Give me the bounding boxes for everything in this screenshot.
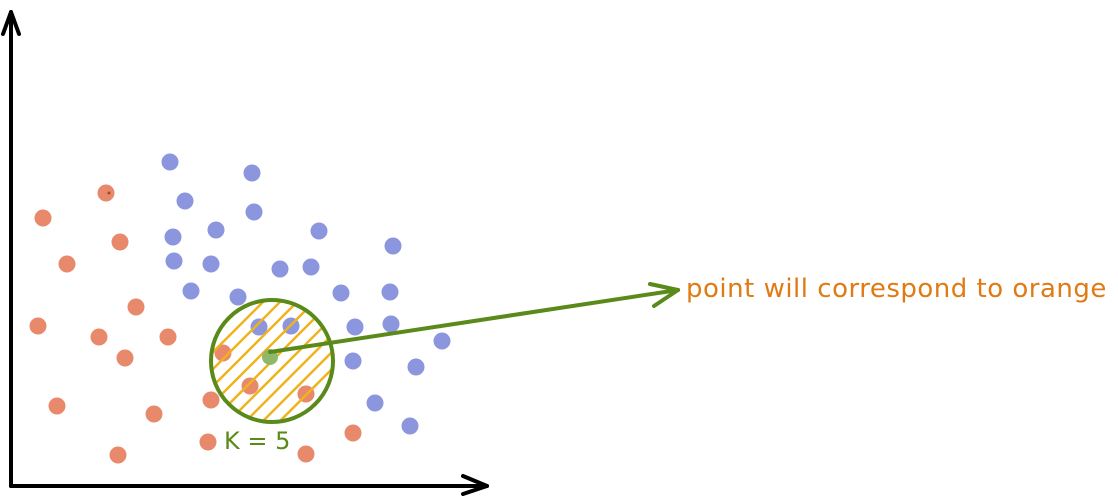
- blue-point: [401, 417, 419, 435]
- k-label: K = 5: [224, 427, 290, 455]
- blue-point: [250, 318, 268, 336]
- orange-point: [48, 397, 66, 415]
- orange-point: [58, 255, 76, 273]
- orange-point: [116, 349, 134, 367]
- orange-point: [90, 328, 108, 346]
- blue-point: [164, 228, 182, 246]
- blue-point: [202, 255, 220, 273]
- blue-point: [207, 221, 225, 239]
- orange-point: [199, 433, 217, 451]
- data-points: [29, 153, 451, 464]
- blue-point: [433, 332, 451, 350]
- blue-point: [381, 283, 399, 301]
- blue-point: [161, 153, 179, 171]
- blue-point: [302, 258, 320, 276]
- arrow-shaft: [268, 288, 680, 354]
- orange-point: [111, 233, 129, 251]
- arrow-head: [648, 282, 680, 308]
- orange-point: [241, 377, 259, 395]
- orange-point: [202, 391, 220, 409]
- orange-point: [297, 445, 315, 463]
- blue-point: [245, 203, 263, 221]
- blue-point: [165, 252, 183, 270]
- annotation-label: point will correspond to orange: [686, 274, 1107, 304]
- hatch-line: [282, 300, 333, 422]
- orange-point: [97, 184, 115, 202]
- blue-point: [344, 352, 362, 370]
- blue-point: [407, 358, 425, 376]
- blue-point: [229, 288, 247, 306]
- orange-point: [109, 446, 127, 464]
- orange-point: [159, 328, 177, 346]
- hatch-line: [211, 300, 245, 422]
- blue-point: [384, 237, 402, 255]
- blue-point: [366, 394, 384, 412]
- x-axis-arrowhead: [461, 474, 489, 496]
- blue-point: [332, 284, 350, 302]
- annotation-arrow: [268, 282, 680, 354]
- y-axis-arrowhead: [1, 10, 21, 36]
- hatch-line: [211, 300, 313, 422]
- orange-point: [29, 317, 47, 335]
- orange-point: [214, 344, 232, 362]
- blue-point: [243, 164, 261, 182]
- neighborhood-circle: [209, 298, 335, 424]
- axes: [1, 10, 489, 496]
- blue-point: [346, 318, 364, 336]
- blue-point: [310, 222, 328, 240]
- orange-point: [34, 209, 52, 227]
- blue-point: [382, 315, 400, 333]
- orange-point: [127, 298, 145, 316]
- blue-point: [271, 260, 289, 278]
- orange-point: [344, 424, 362, 442]
- blue-point: [176, 192, 194, 210]
- point-speck: [107, 191, 111, 195]
- orange-point: [145, 405, 163, 423]
- blue-point: [182, 282, 200, 300]
